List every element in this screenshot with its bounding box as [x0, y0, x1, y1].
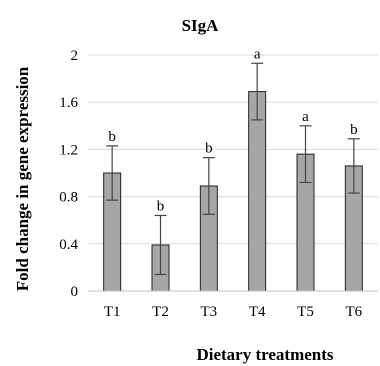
y-tick-label: 0.4: [59, 237, 78, 253]
x-tick-label: T4: [249, 304, 266, 320]
significance-label: a: [302, 109, 309, 125]
significance-label: b: [350, 122, 358, 138]
y-tick-label: 0.8: [59, 190, 78, 206]
x-tick-label: T3: [200, 304, 217, 320]
chart-title: SIgA: [182, 16, 220, 35]
x-tick-label: T5: [297, 304, 314, 320]
significance-label: b: [108, 129, 116, 145]
error-bars: [106, 62, 360, 276]
y-tick-label: 2: [71, 48, 79, 64]
y-tick-label: 0: [71, 284, 79, 300]
bars: [103, 91, 363, 292]
significance-labels: b b b a a b: [108, 46, 357, 214]
significance-label: b: [157, 198, 165, 214]
y-tick-label: 1.6: [59, 95, 78, 111]
y-axis-title: Fold change in gene expression: [13, 66, 32, 291]
bar: [248, 91, 267, 292]
y-tick-labels: 0 0.4 0.8 1.2 1.6 2: [59, 48, 78, 300]
x-axis-title: Dietary treatments: [196, 345, 333, 364]
gridlines: [88, 54, 378, 245]
y-tick-label: 1.2: [59, 142, 78, 158]
x-tick-label: T6: [345, 304, 362, 320]
x-tick-label: T2: [152, 304, 169, 320]
significance-label: a: [254, 46, 261, 62]
x-tick-label: T1: [104, 304, 121, 320]
significance-label: b: [205, 141, 213, 157]
x-tick-labels: T1 T2 T3 T4 T5 T6: [104, 304, 363, 320]
